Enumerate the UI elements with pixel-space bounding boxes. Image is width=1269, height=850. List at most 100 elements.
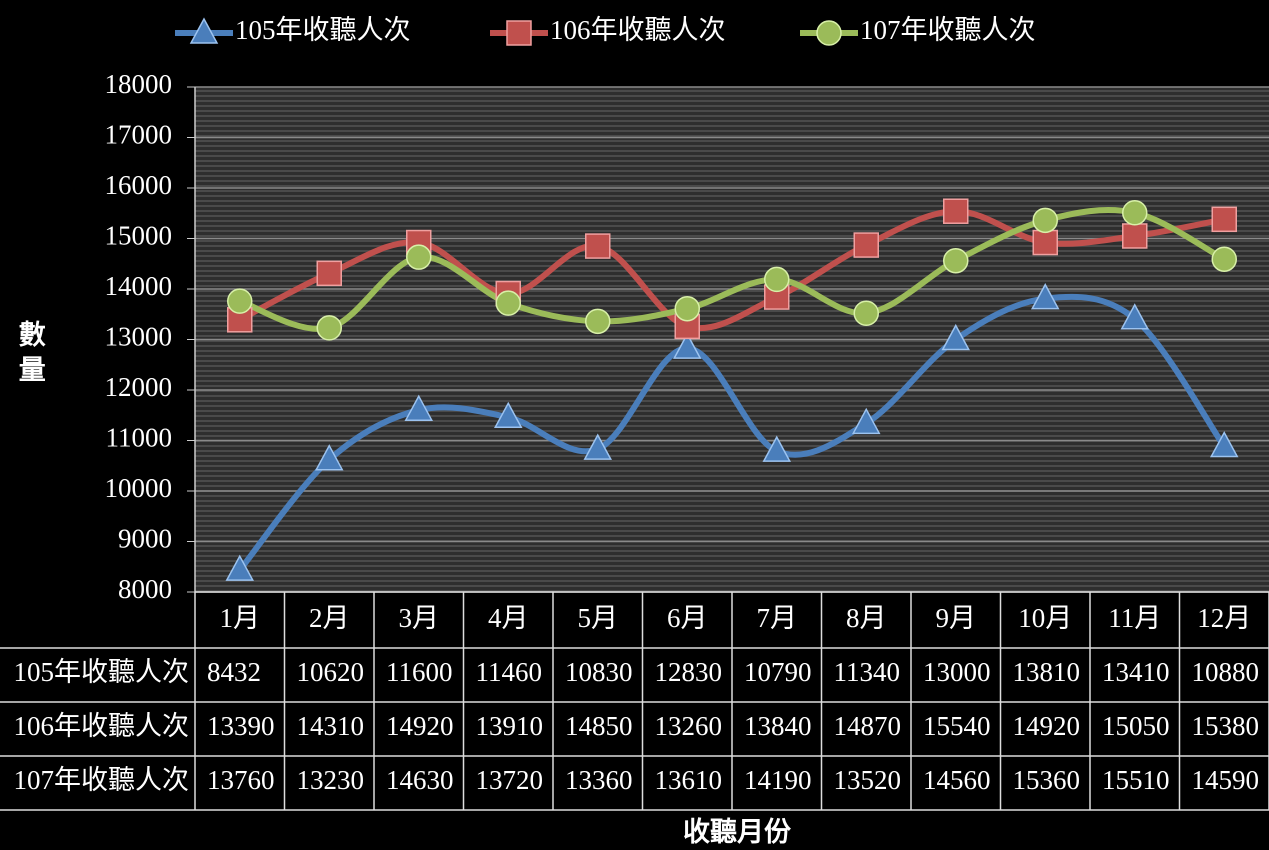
marker [404, 394, 434, 421]
marker [1030, 283, 1060, 310]
table-cell: 13410 [1102, 657, 1170, 687]
marker [762, 435, 792, 462]
y-tick-label: 10000 [105, 473, 173, 503]
x-tick-label: 8月 [846, 603, 887, 633]
marker [316, 315, 342, 341]
table-cell: 10790 [744, 657, 812, 687]
x-tick-label: 3月 [399, 603, 440, 633]
table-cell: 13720 [476, 765, 544, 795]
x-tick-label: 4月 [488, 603, 529, 633]
x-tick-label: 1月 [220, 603, 261, 633]
legend-marker [506, 20, 532, 46]
marker [674, 295, 700, 322]
marker [941, 323, 971, 351]
marker [943, 198, 969, 224]
marker [851, 407, 881, 435]
table-cell: 13610 [655, 765, 723, 795]
y-tick-label: 9000 [118, 524, 172, 554]
table-cell: 13840 [744, 711, 812, 741]
y-tick-label: 12000 [105, 372, 173, 402]
x-tick-label: 7月 [757, 603, 798, 633]
table-cell: 13000 [923, 657, 991, 687]
table-cell: 14190 [744, 765, 812, 795]
y-tick-label: 13000 [105, 322, 173, 352]
marker [227, 288, 253, 314]
table-cell: 11340 [834, 657, 901, 687]
table-cell: 13910 [476, 711, 544, 741]
marker [585, 308, 611, 335]
marker [1209, 430, 1239, 458]
table-cell: 13390 [207, 711, 275, 741]
table-cell: 14560 [923, 765, 991, 795]
table-cell: 10830 [565, 657, 633, 687]
marker [943, 247, 969, 274]
table-cell: 15540 [923, 711, 991, 741]
marker [1122, 223, 1148, 249]
marker [1211, 206, 1237, 233]
marker [1032, 229, 1058, 256]
marker [585, 233, 611, 259]
table-cell: 10620 [297, 657, 365, 687]
table-row-header: 107年收聽人次 [14, 765, 190, 795]
marker [1122, 199, 1148, 226]
table-cell: 13810 [1013, 657, 1081, 687]
marker [583, 433, 613, 460]
marker [314, 444, 344, 471]
y-tick-label: 14000 [105, 271, 173, 301]
y-axis-title: 數量 [15, 320, 46, 390]
y-tick-label: 18000 [105, 69, 173, 99]
marker [406, 244, 432, 270]
legend-marker [816, 20, 842, 46]
x-tick-label: 6月 [667, 603, 708, 633]
table-cell: 15050 [1102, 711, 1170, 741]
table-cell: 13520 [834, 765, 902, 795]
x-tick-label: 5月 [578, 603, 619, 633]
marker [495, 290, 521, 316]
table-row-header: 105年收聽人次 [14, 657, 190, 687]
table-cell: 13260 [655, 711, 723, 741]
table-cell: 13230 [297, 765, 365, 795]
table-cell: 10880 [1192, 657, 1260, 687]
x-axis-title: 收聽月份 [683, 817, 791, 847]
table-cell: 14920 [1013, 711, 1081, 741]
legend-label: 107年收聽人次 [860, 15, 1036, 45]
table-cell: 15360 [1013, 765, 1081, 795]
table-cell: 15510 [1102, 765, 1170, 795]
table-cell: 14850 [565, 711, 633, 741]
table-cell: 14630 [386, 765, 454, 795]
table-cell: 14920 [386, 711, 454, 741]
marker [764, 266, 790, 293]
x-tick-label: 12月 [1197, 603, 1251, 633]
marker [1032, 207, 1058, 234]
y-tick-label: 16000 [105, 170, 173, 200]
legend-label: 105年收聽人次 [235, 15, 411, 45]
legend-label: 106年收聽人次 [550, 15, 726, 45]
table-cell: 15380 [1192, 711, 1260, 741]
y-tick-label: 17000 [105, 120, 173, 150]
marker [225, 554, 255, 581]
marker [1211, 246, 1237, 272]
x-tick-label: 11月 [1108, 603, 1161, 633]
y-tick-label: 8000 [118, 574, 172, 604]
legend-marker [189, 17, 219, 44]
y-tick-label: 15000 [105, 221, 173, 251]
x-tick-label: 10月 [1018, 603, 1072, 633]
table-cell: 14590 [1192, 765, 1260, 795]
marker [853, 300, 879, 326]
x-tick-label: 2月 [309, 603, 350, 633]
marker [672, 332, 702, 359]
table-cell: 12830 [655, 657, 723, 687]
table-cell: 14310 [297, 711, 365, 741]
table-cell: 8432 [207, 657, 261, 687]
x-tick-label: 9月 [936, 603, 977, 633]
marker [493, 401, 523, 429]
marker [853, 232, 879, 258]
marker [316, 260, 342, 287]
table-cell: 13360 [565, 765, 633, 795]
table-cell: 11600 [386, 657, 453, 687]
y-tick-label: 11000 [106, 423, 173, 453]
table-row-header: 106年收聽人次 [14, 711, 190, 741]
table-cell: 13760 [207, 765, 275, 795]
table-cell: 11460 [476, 657, 543, 687]
